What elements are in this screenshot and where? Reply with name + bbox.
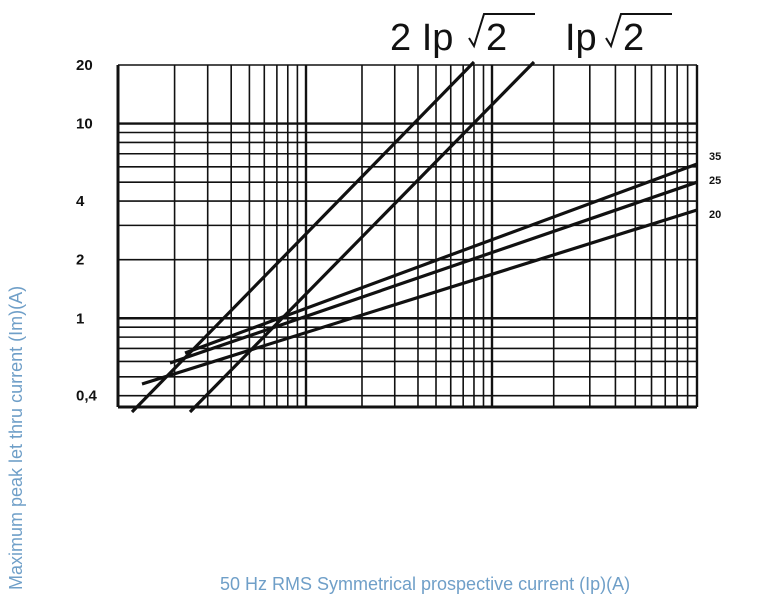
y-tick-label: 10 [76,116,93,133]
radical-sign-ip [605,13,672,49]
series-line-25 [169,180,698,365]
formula-radicand-ip: 2 [623,17,644,59]
reference-line-2ip-root2 [130,60,476,414]
series-label-35: 35 [709,151,721,163]
formula-prefix-ip: Ip [565,17,597,59]
y-tick-label: 1 [76,310,84,327]
y-axis-title: Maximum peak let thru current (Im)(A) [6,286,26,590]
y-tick-label: 4 [76,193,85,210]
radical-sign-2ip [468,13,535,49]
reference-lines [130,60,536,414]
series-line-20 [141,208,698,386]
y-tick-labels: 0,4 1 2 4 10 20 [76,57,98,405]
series-label-25: 25 [709,175,721,187]
x-axis-title: 50 Hz RMS Symmetrical prospective curren… [220,574,630,594]
y-tick-label: 2 [76,252,84,269]
y-tick-label: 0,4 [76,388,98,405]
formula-label-2ip: 2 Ip [390,17,453,59]
formula-radicand-2ip: 2 [486,17,507,59]
y-tick-label: 20 [76,57,93,74]
reference-line-ip-root2 [188,60,536,414]
series-label-20: 20 [709,209,721,221]
series-lines [141,162,698,386]
formula-prefix-2ip: 2 Ip [390,17,453,59]
series-line-35 [184,162,698,355]
formula-label-ip: Ip [565,17,597,59]
series-labels: 35 25 20 [709,151,721,221]
